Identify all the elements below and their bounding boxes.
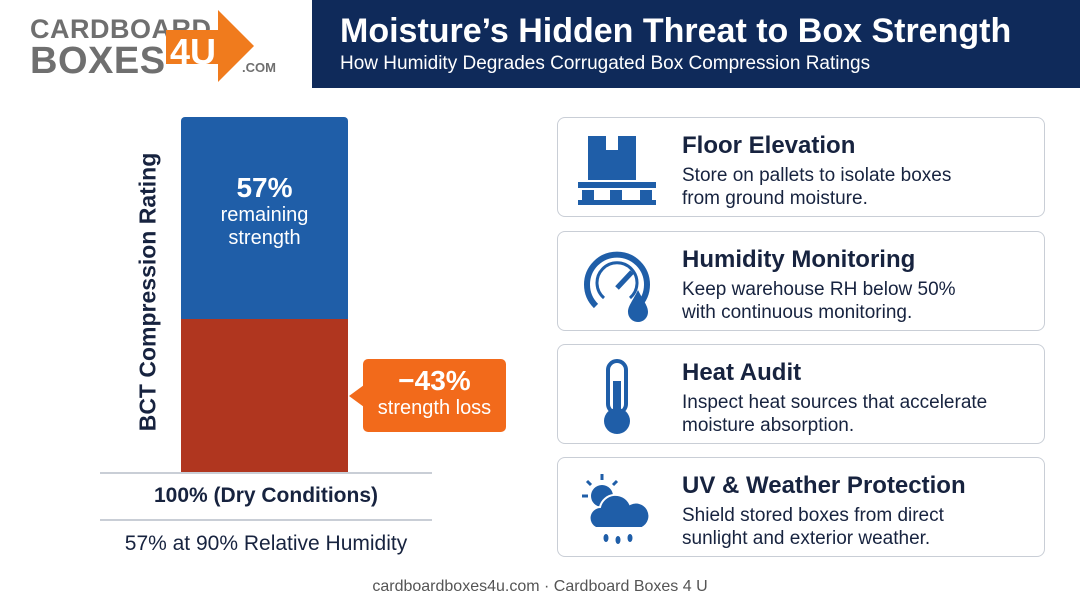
card-text: Inspect heat sources that accelerate mois… [682,391,987,437]
callout-pointer [349,384,364,407]
loss-callout: −43% strength loss [349,358,506,432]
card: Humidity Monitoring Keep warehouse RH be… [557,231,1045,331]
gauge-icon [584,251,650,322]
divider [100,519,432,521]
text-line: Store on pallets to isolate boxes [682,165,952,186]
chart-caption: 57% at 90% Relative Humidity [124,532,408,555]
card-text: Keep warehouse RH below 50% with continuo… [682,278,956,324]
x-tick-label: 100% (Dry Conditions) [153,484,379,507]
logo-suffix: .COM [242,60,276,75]
logo-badge: 4U [170,31,217,72]
card-title: Floor Elevation [682,132,856,159]
text-line: Keep warehouse RH below 50% [682,279,956,300]
logo-line2: BOXES [30,40,166,82]
text-line: Shield stored boxes from direct [682,505,944,526]
weather-icon [582,474,651,544]
card-title: Humidity Monitoring [682,246,916,273]
segment-name: remaining strength [220,204,309,250]
bar-segment [181,117,348,320]
segment-name: strength loss [377,396,492,419]
text-line: from ground moisture. [682,188,868,209]
baseline [100,472,432,474]
card-text: Shield stored boxes from direct sunlight … [682,504,944,550]
text-line: with continuous monitoring. [682,302,913,323]
text-line: sunlight and exterior weather. [682,528,931,549]
header-subtitle: How Humidity Degrades Corrugated Box Com… [340,53,871,74]
value-label: 57% [236,172,293,204]
card-text: Store on pallets to isolate boxes from gr… [682,164,951,210]
text-line: Inspect heat sources that accelerate [682,392,988,413]
y-axis-label: BCT Compression Rating [134,152,161,432]
card: UV & Weather Protection Shield stored bo… [557,457,1045,557]
bar-segment [181,319,348,472]
pallet-icon [578,136,656,205]
header-band [312,0,1080,88]
text-line: moisture absorption. [682,415,855,436]
footer: cardboardboxes4u.com · Cardboard Boxes 4… [372,578,708,595]
header-title: Moisture’s Hidden Threat to Box Strength [340,12,1012,50]
card-title: UV & Weather Protection [682,472,966,499]
card: Floor Elevation Store on pallets to isol… [557,117,1045,217]
card-title: Heat Audit [682,359,802,386]
card: Heat Audit Inspect heat sources that acc… [557,344,1045,444]
thermometer-icon [604,359,630,434]
logo-arrow [166,10,254,82]
value-label: −43% [398,364,471,396]
segment-label: 57% remaining strength [181,172,348,250]
